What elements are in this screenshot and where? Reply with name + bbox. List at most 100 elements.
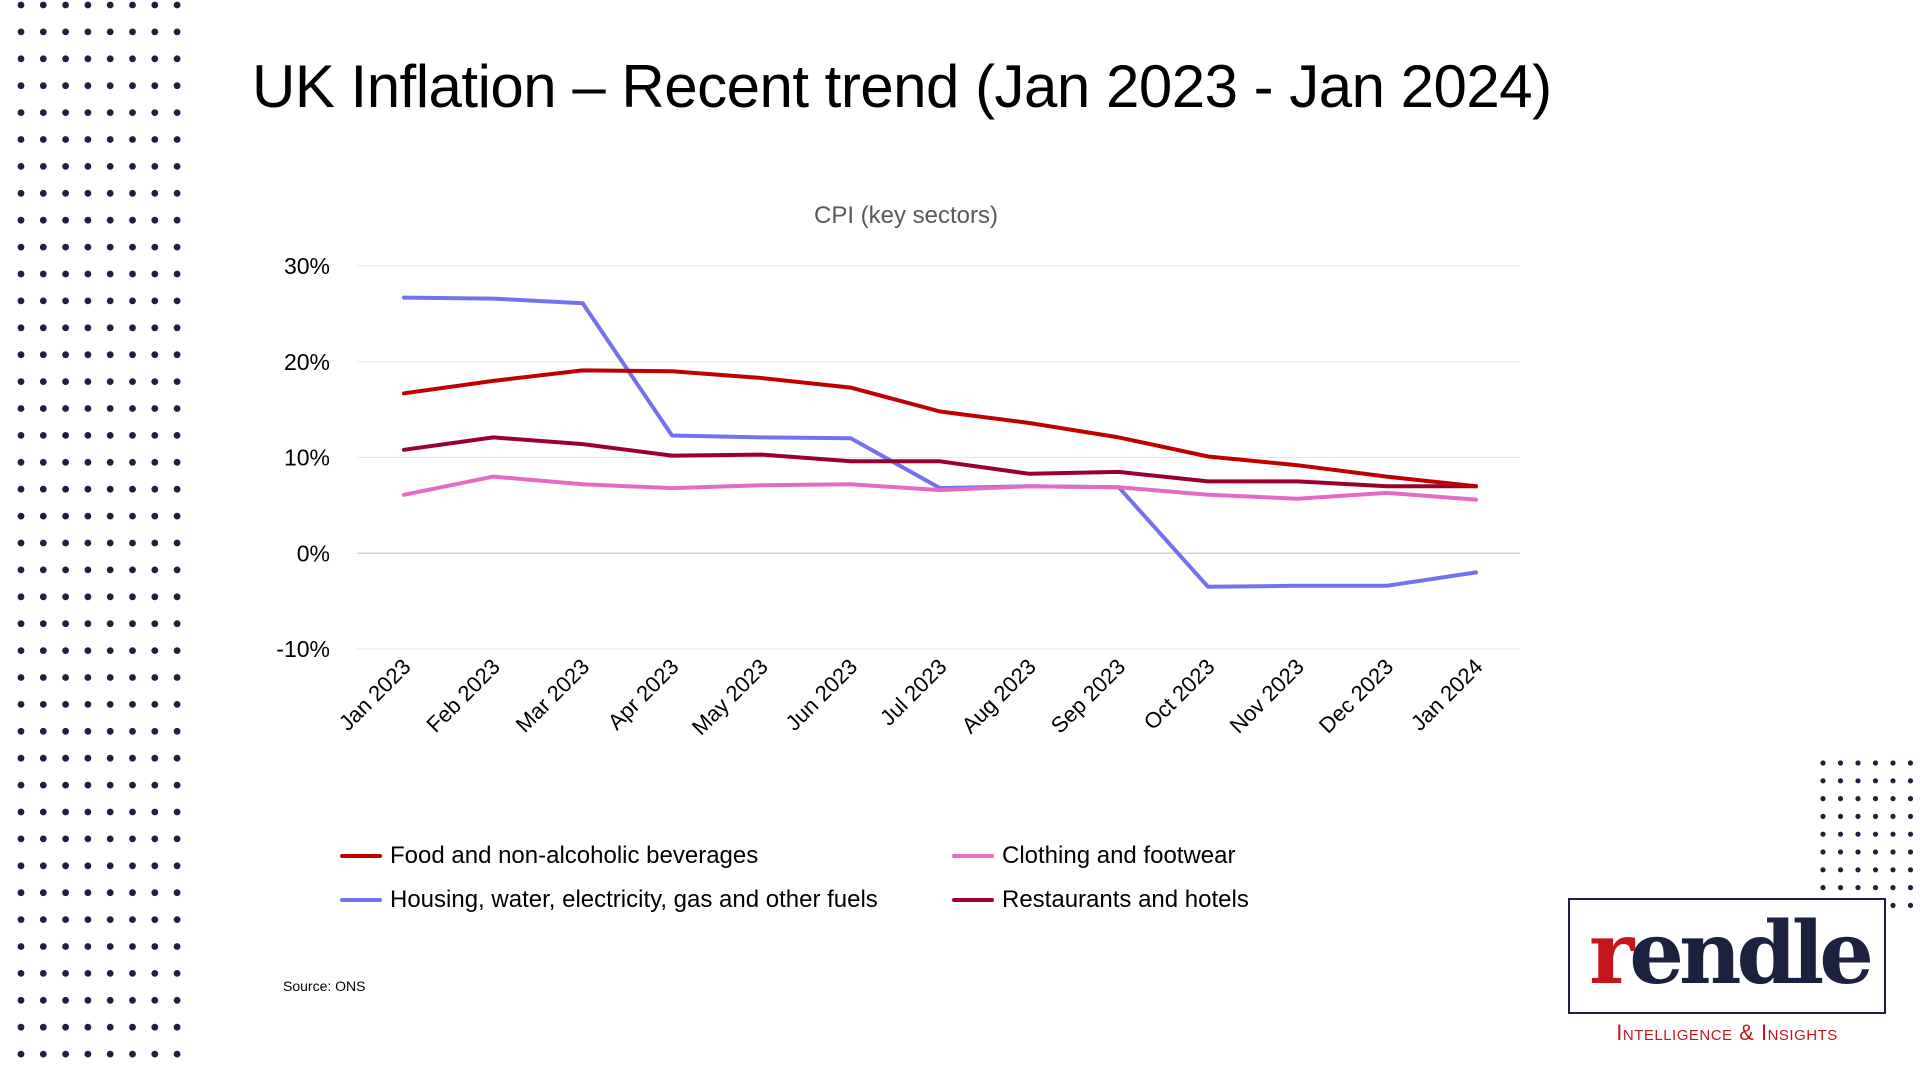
logo-wordmark-rest: endle: [1629, 903, 1874, 1004]
decorative-dot: [39, 163, 47, 170]
decorative-dot: [173, 82, 181, 90]
decorative-dot: [106, 996, 114, 1004]
decorative-dot: [1820, 813, 1826, 819]
decorative-dot: [84, 216, 92, 224]
decorative-dot: [39, 28, 47, 36]
decorative-dot: [129, 136, 136, 143]
x-tick-label: May 2023: [687, 654, 773, 740]
decorative-dot: [173, 405, 181, 412]
cpi-line-chart: CPI (key sectors) 30% 20% 10% 0% -10% Jan 20…: [276, 202, 1520, 740]
legend-label-housing: Housing, water, electricity, gas and oth…: [390, 886, 878, 913]
decorative-dot: [1837, 849, 1844, 855]
x-axis-ticks: Jan 2023 Feb 2023 Mar 2023 Apr 2023 May 2023…: [334, 654, 1488, 740]
decorative-dot: [17, 781, 25, 789]
decorative-dot: [1872, 760, 1879, 766]
decorative-dot: [129, 889, 136, 897]
decorative-dot: [62, 647, 69, 654]
decorative-dot: [39, 1050, 47, 1058]
decorative-dot: [173, 970, 181, 977]
decorative-dot: [1855, 796, 1861, 802]
decorative-dot: [173, 889, 181, 897]
decorative-dot: [129, 808, 136, 816]
decorative-dot: [173, 727, 181, 735]
decorative-dot: [106, 647, 114, 654]
decorative-dot: [62, 109, 69, 116]
x-tick-label: Apr 2023: [603, 654, 684, 735]
decorative-dot: [84, 647, 92, 654]
decorative-dot: [84, 378, 92, 385]
decorative-dot: [173, 163, 181, 170]
decorative-dot: [129, 28, 136, 36]
decorative-dot: [84, 593, 92, 601]
decorative-dot: [84, 916, 92, 923]
decorative-dot: [129, 216, 136, 224]
decorative-dot: [151, 916, 159, 923]
decorative-dot: [84, 781, 92, 789]
decorative-dot: [1855, 831, 1861, 837]
decorative-dot: [173, 916, 181, 923]
decorative-dot: [129, 1, 136, 9]
decorative-dot: [106, 109, 114, 116]
decorative-dot: [17, 351, 25, 359]
decorative-dot: [39, 512, 47, 520]
decorative-dot: [62, 485, 69, 493]
decorative-dot: [1872, 813, 1879, 819]
decorative-dot: [129, 916, 136, 923]
decorative-dot: [1907, 885, 1914, 891]
chart-title: CPI (key sectors): [814, 202, 998, 229]
decorative-dot: [106, 1023, 114, 1031]
decorative-dot: [84, 889, 92, 897]
series-line-3: [402, 435, 1478, 489]
decorative-dot: [129, 485, 136, 493]
decorative-dot: [39, 647, 47, 654]
decorative-dot: [151, 943, 159, 950]
decorative-dot: [151, 620, 159, 628]
decorative-dot: [129, 189, 136, 197]
decorative-dot: [17, 808, 25, 816]
decorative-dot: [1872, 778, 1879, 784]
decorative-dot: [1855, 778, 1861, 784]
decorative-dot: [173, 109, 181, 116]
decorative-dot: [17, 970, 25, 977]
decorative-dot: [106, 835, 114, 843]
decorative-dot: [62, 405, 69, 412]
decorative-dot: [1837, 813, 1844, 819]
decorative-dot: [129, 539, 136, 547]
decorative-dot: [173, 835, 181, 843]
decorative-dot: [1907, 813, 1914, 819]
decorative-dot: [173, 432, 181, 439]
decorative-dot: [62, 270, 69, 278]
decorative-dot: [17, 593, 25, 601]
decorative-dot: [39, 781, 47, 789]
decorative-dot: [129, 674, 136, 681]
decorative-dot: [62, 593, 69, 601]
decorative-dot: [62, 727, 69, 735]
decorative-dot: [129, 297, 136, 305]
decorative-dot: [17, 1023, 25, 1031]
decorative-dot: [17, 378, 25, 385]
decorative-dot: [17, 943, 25, 950]
decorative-dot: [106, 405, 114, 412]
decorative-dot: [129, 270, 136, 278]
y-axis-ticks: 30% 20% 10% 0% -10%: [276, 253, 330, 662]
decorative-dot: [173, 136, 181, 143]
legend-item-restaurants: Restaurants and hotels: [952, 886, 1249, 914]
decorative-dot: [151, 163, 159, 170]
decorative-dot: [1872, 867, 1879, 873]
decorative-dot: [106, 163, 114, 170]
decorative-dot: [84, 297, 92, 305]
decorative-dot: [62, 324, 69, 332]
decorative-dot: [84, 82, 92, 90]
decorative-dot: [151, 297, 159, 305]
decorative-dot: [173, 701, 181, 708]
decorative-dot: [39, 754, 47, 762]
decorative-dot: [39, 109, 47, 116]
decorative-dot: [106, 916, 114, 923]
decorative-dot: [106, 243, 114, 251]
y-tick-label: 20%: [284, 349, 330, 375]
decorative-dot: [1907, 902, 1914, 908]
decorative-dot: [84, 727, 92, 735]
decorative-dot: [151, 727, 159, 735]
decorative-dot: [173, 1, 181, 9]
decorative-dot: [1855, 849, 1861, 855]
